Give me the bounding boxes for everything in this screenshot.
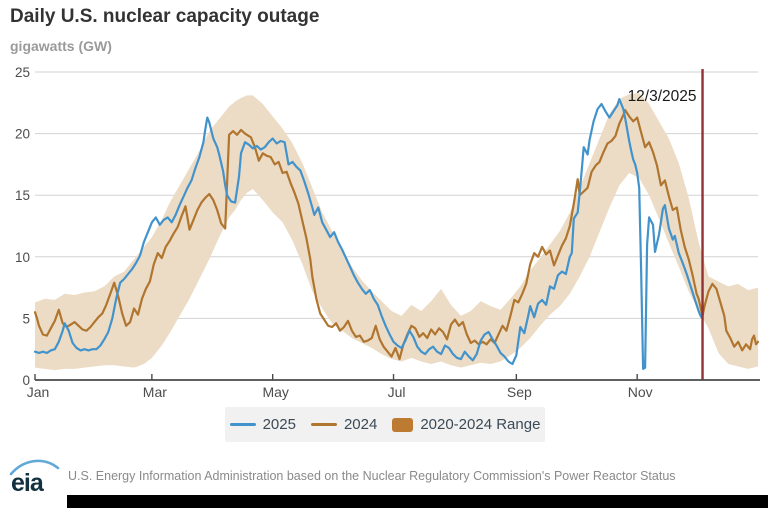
legend-range-swatch-icon xyxy=(392,417,414,432)
series-line-2024 xyxy=(33,109,760,361)
legend-line-swatch-icon xyxy=(310,422,337,427)
legend-label: 2020-2024 Range xyxy=(420,416,541,433)
x-tick-label: Jan xyxy=(27,384,50,400)
nuclear-outage-chart[interactable]: 0 5 10 15 20 25 12/3/2025 Jan Mar May Jul Sep Nov xyxy=(0,0,768,402)
legend-item-2020-2024-range[interactable]: 2020-2024 Range xyxy=(392,416,540,433)
source-attribution: U.S. Energy Information Administration b… xyxy=(68,469,676,483)
y-tick-label: 10 xyxy=(15,250,30,265)
y-tick-label: 5 xyxy=(22,311,30,326)
x-tick-label: Mar xyxy=(143,384,167,400)
y-tick-label: 15 xyxy=(15,188,30,203)
y-tick-label: 25 xyxy=(15,65,30,80)
range-band-2020-2024 xyxy=(35,92,758,371)
x-tick-label: May xyxy=(262,384,288,400)
current-date-annotation: 12/3/2025 xyxy=(628,88,697,105)
x-tick-label: Nov xyxy=(628,384,653,400)
legend-item-2025[interactable]: 2025 xyxy=(229,416,296,433)
legend-label: 2024 xyxy=(343,416,378,433)
chart-title: Daily U.S. nuclear capacity outage xyxy=(10,6,320,27)
eia-logo-swoosh-icon xyxy=(9,459,60,476)
y-tick-label: 20 xyxy=(15,127,30,142)
eia-logo: eia xyxy=(9,459,60,497)
bottom-black-bar xyxy=(67,495,768,508)
legend-item-2024[interactable]: 2024 xyxy=(310,416,378,433)
legend-line-swatch-icon xyxy=(229,422,256,427)
x-tick-label: Jul xyxy=(388,384,406,400)
chart-legend: 2025 2024 2020-2024 Range xyxy=(225,407,545,442)
legend-label: 2025 xyxy=(262,416,296,433)
footer: eia U.S. Energy Information Administrati… xyxy=(0,456,768,497)
chart-y-axis-unit-label: gigawatts (GW) xyxy=(10,38,112,54)
series-line-2025 xyxy=(33,97,704,370)
y-tick-label: 0 xyxy=(22,373,30,388)
x-tick-label: Sep xyxy=(507,384,532,400)
eia-logo-text: eia xyxy=(11,469,45,497)
